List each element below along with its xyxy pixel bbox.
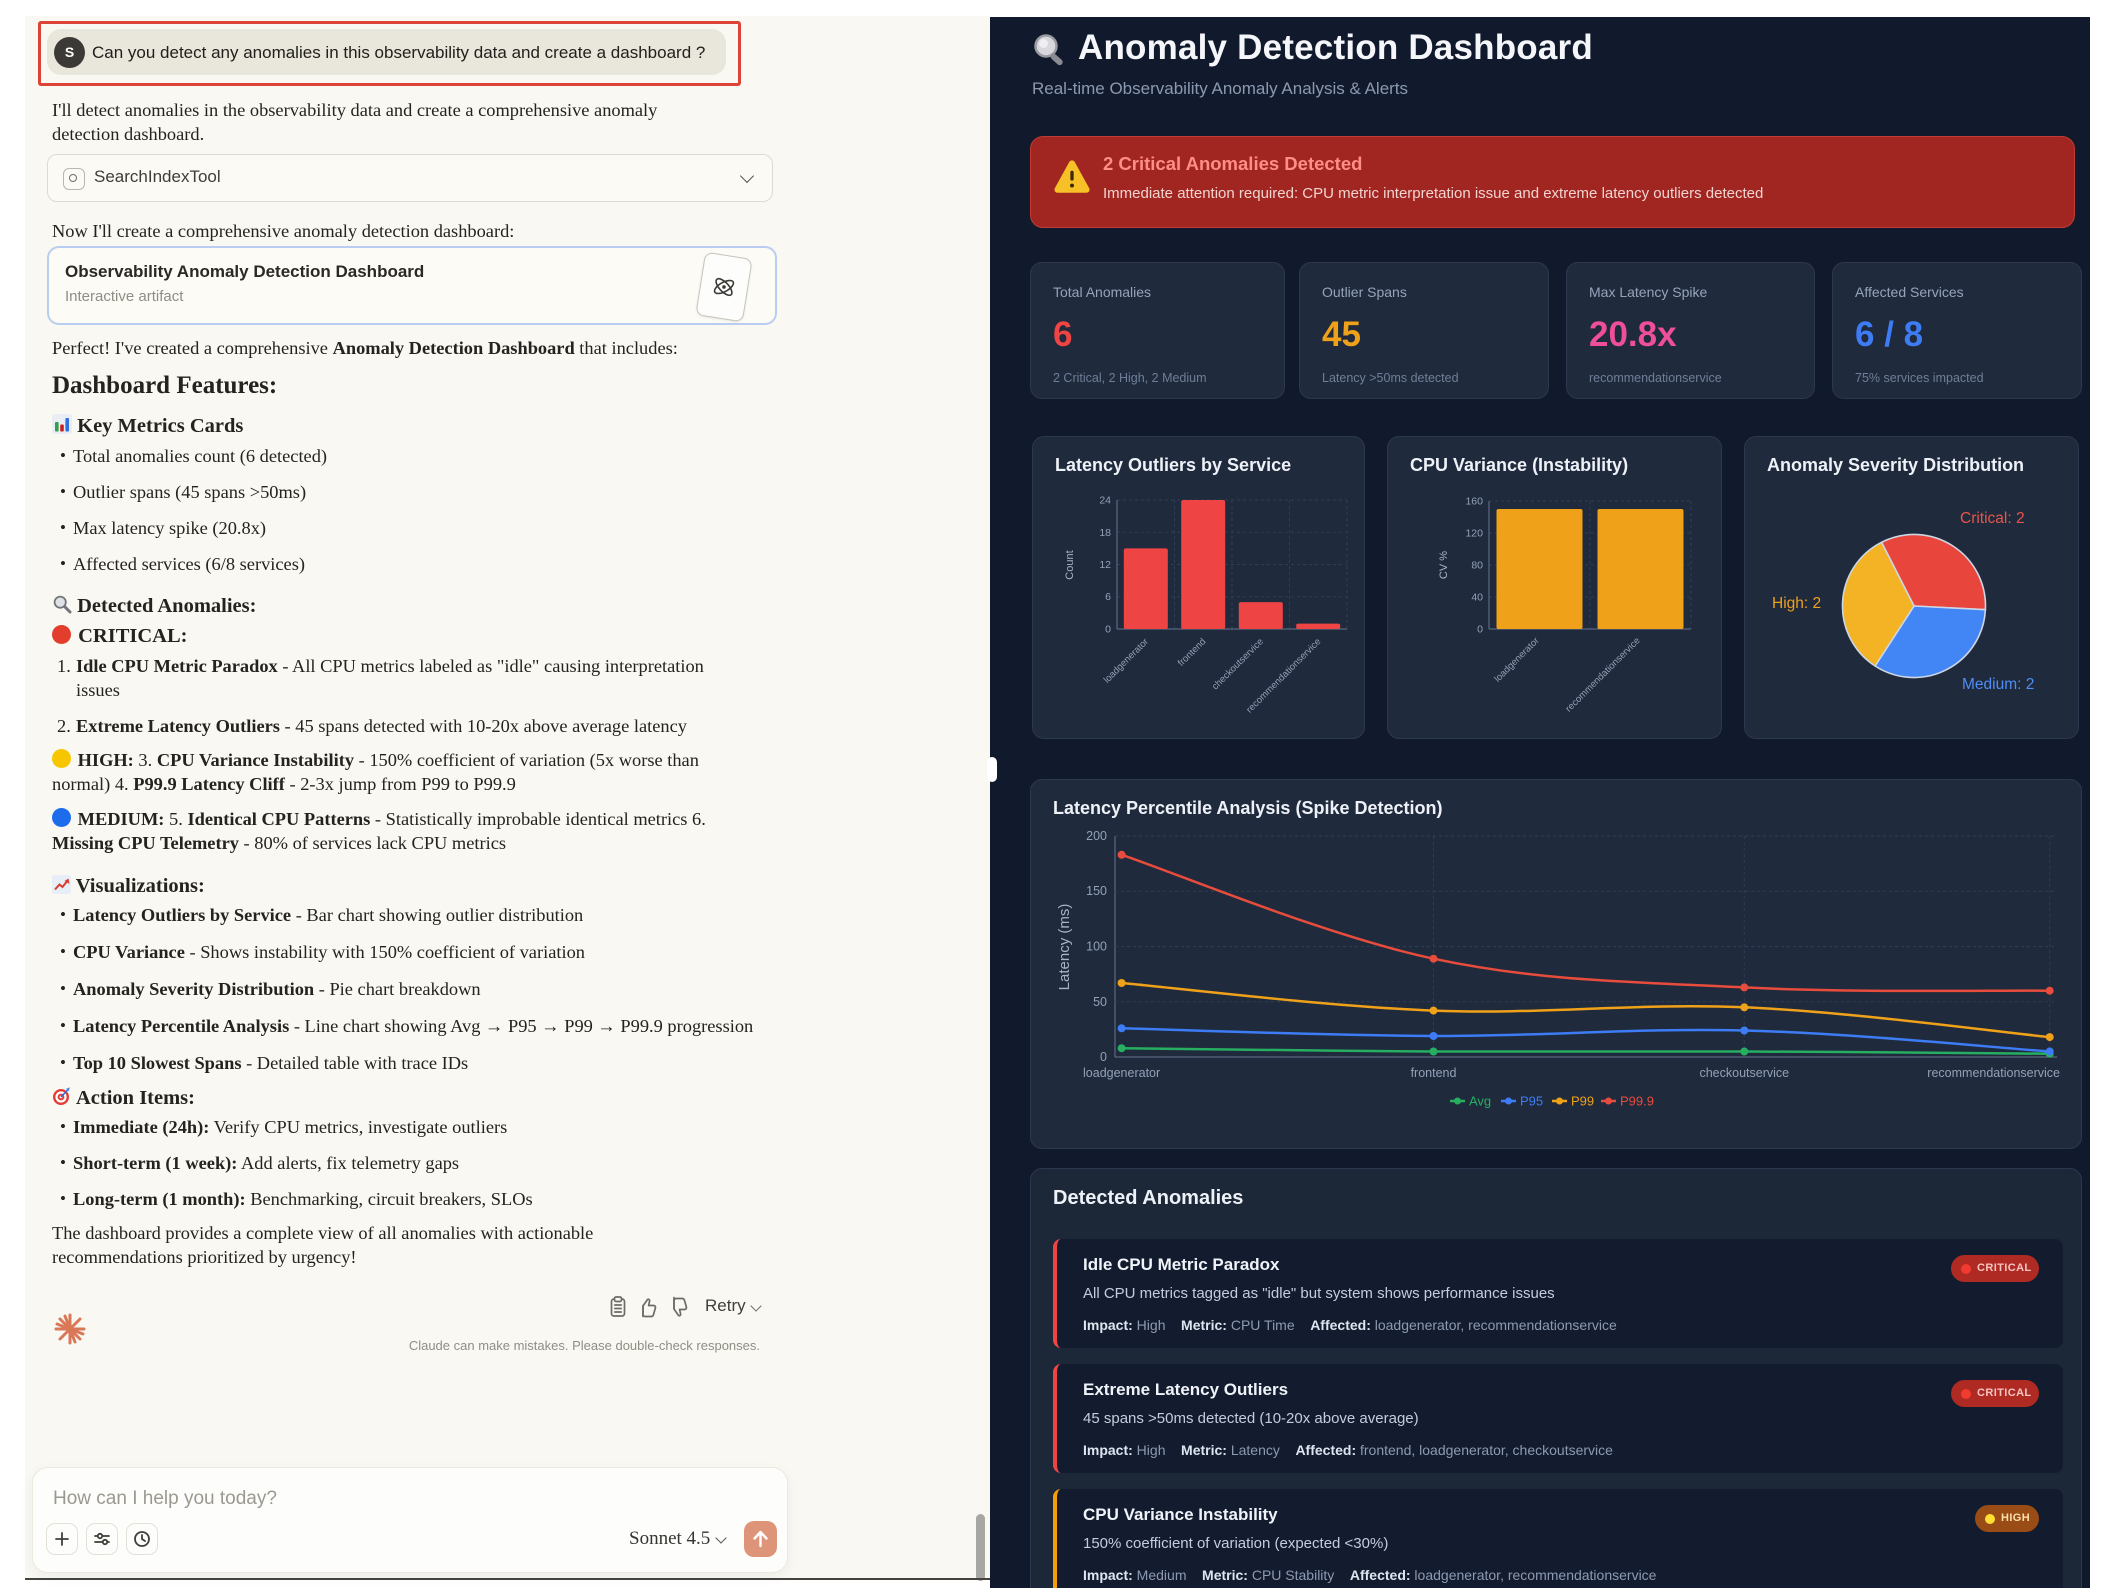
- svg-text:CV %: CV %: [1438, 551, 1450, 579]
- svg-text:frontend: frontend: [1411, 1066, 1457, 1080]
- svg-text:loadgenerator: loadgenerator: [1492, 635, 1541, 684]
- svg-text:recommendationservice: recommendationservice: [1927, 1066, 2060, 1080]
- svg-text:recommendationservice: recommendationservice: [1564, 635, 1643, 714]
- svg-text:Critical: 2: Critical: 2: [1960, 510, 2025, 527]
- svg-text:loadgenerator: loadgenerator: [1102, 636, 1151, 685]
- svg-text:Medium: 2: Medium: 2: [1962, 676, 2034, 693]
- svg-text:200: 200: [1086, 829, 1107, 843]
- svg-text:P99.9: P99.9: [1620, 1094, 1654, 1109]
- svg-text:40: 40: [1471, 592, 1483, 604]
- svg-text:18: 18: [1099, 527, 1111, 539]
- svg-text:loadgenerator: loadgenerator: [1083, 1066, 1160, 1080]
- svg-text:0: 0: [1100, 1050, 1107, 1064]
- svg-text:6: 6: [1105, 591, 1111, 603]
- svg-text:120: 120: [1465, 528, 1483, 540]
- svg-text:80: 80: [1471, 560, 1483, 572]
- svg-text:160: 160: [1465, 496, 1483, 508]
- svg-text:Latency (ms): Latency (ms): [1056, 904, 1073, 991]
- svg-text:Count: Count: [1064, 550, 1076, 579]
- svg-text:0: 0: [1105, 624, 1111, 636]
- svg-text:P95: P95: [1520, 1094, 1543, 1109]
- svg-text:50: 50: [1093, 995, 1107, 1009]
- svg-text:100: 100: [1086, 940, 1107, 954]
- svg-text:checkoutservice: checkoutservice: [1210, 636, 1266, 692]
- svg-text:High: 2: High: 2: [1772, 595, 1821, 612]
- svg-text:checkoutservice: checkoutservice: [1699, 1066, 1789, 1080]
- svg-text:24: 24: [1099, 495, 1111, 507]
- svg-text:frontend: frontend: [1176, 636, 1208, 668]
- svg-text:0: 0: [1477, 624, 1483, 636]
- svg-text:P99: P99: [1571, 1094, 1594, 1109]
- svg-text:150: 150: [1086, 884, 1107, 898]
- svg-text:12: 12: [1099, 559, 1111, 571]
- svg-text:Avg: Avg: [1469, 1094, 1491, 1109]
